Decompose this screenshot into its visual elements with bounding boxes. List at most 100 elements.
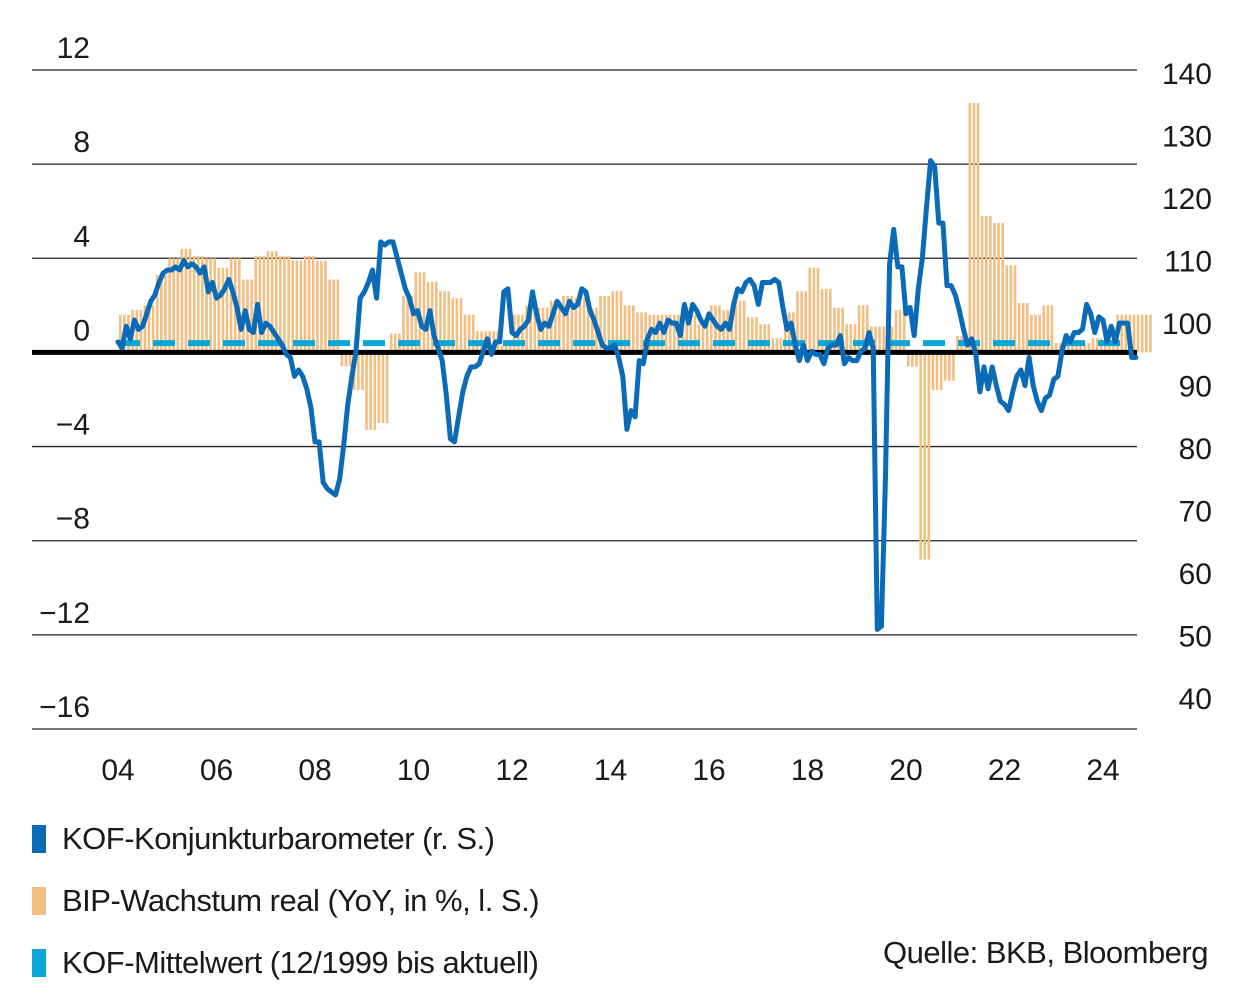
gdp-bar-stripe bbox=[283, 255, 286, 353]
gdp-bar-stripe bbox=[939, 352, 943, 391]
gdp-bar-stripe bbox=[217, 267, 221, 353]
gdp-bar-stripe bbox=[751, 317, 754, 353]
gdp-bar-stripe bbox=[361, 352, 364, 391]
gdp-bar-stripe bbox=[1087, 343, 1091, 353]
gdp-bar-stripe bbox=[463, 314, 467, 353]
gdp-bar-stripe bbox=[787, 312, 791, 353]
gdp-bar-stripe bbox=[435, 281, 438, 353]
gdp-bar-stripe bbox=[1124, 314, 1128, 353]
gdp-bar-stripe bbox=[209, 258, 212, 353]
gdp-bar bbox=[993, 222, 1004, 353]
gdp-bar bbox=[636, 312, 647, 353]
gdp-bar bbox=[439, 291, 450, 353]
gdp-bar-stripe bbox=[393, 333, 397, 353]
gdp-bar-stripe bbox=[902, 310, 906, 353]
gdp-bar-stripe bbox=[800, 291, 803, 353]
left-tick-label: 12 bbox=[57, 32, 90, 65]
gdp-bar-stripe bbox=[779, 338, 783, 353]
gdp-bar-stripe bbox=[266, 251, 270, 353]
gdp-bar-stripe bbox=[529, 305, 533, 353]
gdp-bar-stripe bbox=[147, 305, 151, 353]
x-tick-label: 22 bbox=[988, 754, 1021, 787]
gdp-bar-stripe bbox=[119, 314, 122, 353]
gdp-bar-stripe bbox=[188, 248, 192, 353]
gdp-bar-stripe bbox=[558, 300, 561, 353]
gdp-bar-stripe bbox=[533, 305, 537, 353]
gdp-bar bbox=[266, 251, 278, 353]
gdp-bar-stripe bbox=[722, 310, 725, 353]
gdp-bar-stripe bbox=[980, 215, 984, 353]
gdp-bar-stripe bbox=[176, 258, 180, 353]
gdp-bar bbox=[980, 215, 992, 353]
x-tick-label: 14 bbox=[594, 754, 627, 787]
gdp-bar-stripe bbox=[447, 291, 450, 353]
gdp-bar-stripe bbox=[1095, 338, 1099, 353]
gdp-bar-stripe bbox=[623, 305, 627, 353]
gdp-bar-stripe bbox=[820, 288, 824, 353]
gdp-bar-stripe bbox=[837, 307, 840, 353]
right-tick-label: 60 bbox=[1179, 558, 1212, 591]
gdp-bar-stripe bbox=[742, 300, 746, 353]
legend-swatch-kof bbox=[32, 825, 46, 853]
gdp-bar bbox=[562, 295, 574, 353]
gdp-bar-stripe bbox=[508, 345, 512, 353]
gdp-bar-stripe bbox=[861, 305, 865, 353]
gdp-bar bbox=[857, 305, 869, 353]
gdp-bar-stripe bbox=[554, 300, 557, 353]
gdp-bar-stripe bbox=[972, 102, 976, 353]
gdp-bar-stripe bbox=[1136, 314, 1140, 353]
gdp-bar bbox=[143, 305, 155, 353]
gdp-bar bbox=[500, 345, 512, 353]
x-tick-label: 20 bbox=[889, 754, 922, 787]
gdp-bar bbox=[808, 267, 820, 353]
gdp-bar-stripe bbox=[898, 310, 902, 353]
gdp-bar bbox=[340, 352, 352, 367]
gdp-bar-stripe bbox=[894, 310, 898, 353]
gdp-bar-stripe bbox=[311, 255, 315, 353]
gdp-bar-stripe bbox=[196, 255, 200, 353]
gdp-bar-stripe bbox=[381, 352, 385, 424]
gdp-bar bbox=[180, 248, 192, 353]
gdp-bar-stripe bbox=[229, 258, 233, 353]
legend-label-gdp: BIP-Wachstum real (YoY, in %, l. S.) bbox=[62, 883, 540, 918]
gdp-bar-stripe bbox=[1132, 314, 1136, 353]
gdp-bar-stripe bbox=[1145, 314, 1148, 353]
gdp-bar bbox=[217, 267, 229, 353]
gdp-bar bbox=[611, 291, 623, 353]
gdp-bar-stripe bbox=[935, 352, 939, 391]
legend-label-kof: KOF-Konjunkturbarometer (r. S.) bbox=[62, 821, 495, 856]
gdp-bar-stripe bbox=[143, 305, 147, 353]
x-tick-label: 12 bbox=[495, 754, 528, 787]
gdp-bar-stripe bbox=[250, 279, 253, 353]
gdp-bar-stripe bbox=[295, 260, 299, 353]
gdp-bar bbox=[155, 274, 167, 353]
gdp-bar-stripe bbox=[274, 251, 278, 353]
gdp-bar-stripe bbox=[287, 255, 290, 353]
gdp-bar-stripe bbox=[833, 307, 836, 353]
gdp-bar bbox=[377, 352, 389, 424]
gdp-bar-stripe bbox=[812, 267, 816, 353]
gdp-bar-stripe bbox=[348, 352, 352, 367]
gdp-bar-stripe bbox=[504, 345, 508, 353]
gdp-bar-stripe bbox=[262, 255, 266, 353]
gdp-bar-stripe bbox=[164, 274, 167, 353]
gdp-bar-stripe bbox=[184, 248, 188, 353]
gdp-bar-stripe bbox=[192, 255, 196, 353]
gdp-bar-stripe bbox=[574, 298, 578, 353]
source-note: Quelle: BKB, Bloomberg bbox=[882, 935, 1209, 970]
gdp-bar-stripe bbox=[829, 288, 832, 353]
gdp-bar-stripe bbox=[1075, 345, 1078, 353]
gdp-bar bbox=[279, 255, 290, 353]
gdp-bar bbox=[820, 288, 832, 353]
gdp-bar bbox=[919, 352, 931, 560]
gdp-bar-stripe bbox=[377, 352, 381, 424]
gdp-bar-stripe bbox=[890, 326, 894, 353]
gdp-bar-stripe bbox=[1034, 314, 1037, 353]
gdp-bar-stripe bbox=[746, 317, 750, 353]
gdp-bar-stripe bbox=[1091, 338, 1095, 353]
gdp-bar-stripe bbox=[1149, 314, 1152, 353]
left-tick-label: 4 bbox=[73, 220, 90, 253]
gdp-bar-stripe bbox=[668, 314, 672, 353]
left-tick-label: 8 bbox=[73, 126, 90, 159]
